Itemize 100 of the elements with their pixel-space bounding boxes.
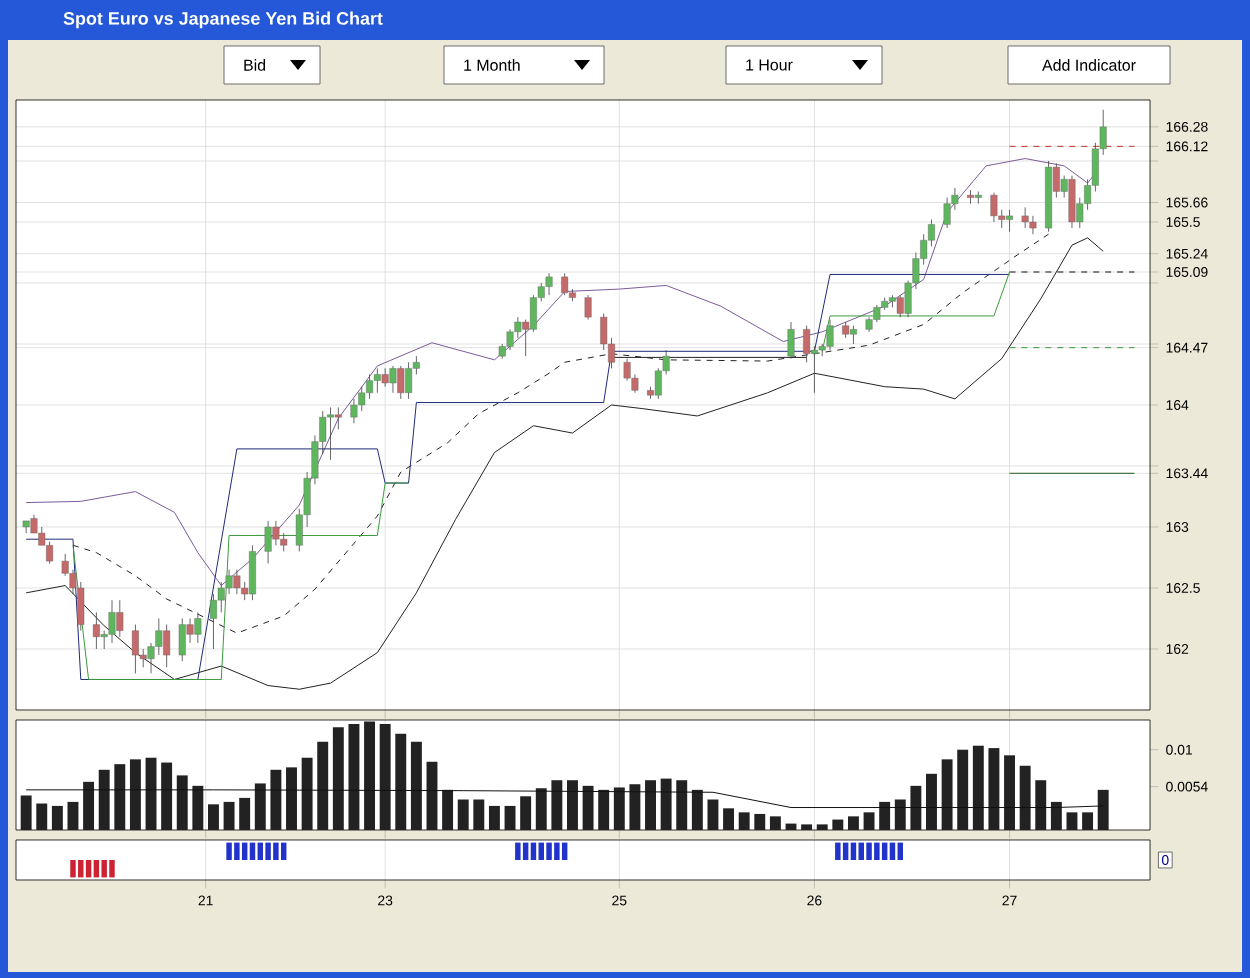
bar xyxy=(317,741,329,830)
candlestick xyxy=(194,611,202,644)
candlestick xyxy=(272,520,280,546)
candlestick xyxy=(1021,206,1029,229)
bar xyxy=(488,805,500,830)
line-series xyxy=(25,789,1104,809)
bar xyxy=(223,801,235,830)
candlestick xyxy=(389,365,397,394)
bar xyxy=(988,748,1000,830)
candlestick xyxy=(967,189,974,205)
candlestick xyxy=(397,365,405,400)
candlestick xyxy=(381,367,389,388)
bar xyxy=(286,767,297,830)
bar xyxy=(457,799,469,830)
bar xyxy=(442,789,454,830)
candlestick xyxy=(561,272,569,296)
bar xyxy=(660,778,672,830)
bar xyxy=(129,759,141,830)
bar xyxy=(20,795,32,830)
bar xyxy=(379,724,391,830)
bar xyxy=(504,805,516,830)
candlestick xyxy=(249,544,256,601)
bar xyxy=(473,799,485,830)
bar xyxy=(535,788,547,830)
candlestick xyxy=(366,374,374,400)
candlestick xyxy=(131,624,139,674)
candlestick xyxy=(116,599,124,638)
bar xyxy=(1019,765,1031,830)
bar xyxy=(254,783,266,830)
bar xyxy=(707,799,719,830)
bar xyxy=(1004,755,1015,830)
candlestick xyxy=(1006,209,1013,233)
bar xyxy=(598,789,610,830)
bar xyxy=(114,764,126,830)
candlestick xyxy=(163,624,171,668)
candlestick xyxy=(22,520,30,534)
bar xyxy=(723,808,735,830)
bar xyxy=(847,816,859,830)
line-series xyxy=(25,273,1011,680)
bar xyxy=(36,803,48,830)
candlestick xyxy=(826,319,834,351)
candlestick xyxy=(974,191,982,205)
bar xyxy=(816,824,828,830)
bar xyxy=(691,789,703,830)
bar xyxy=(1035,780,1047,830)
bar xyxy=(67,801,79,830)
bar xyxy=(645,780,656,830)
candlestick xyxy=(334,407,342,430)
bar xyxy=(192,785,204,830)
bar xyxy=(207,804,219,830)
bar xyxy=(754,813,766,830)
candlestick xyxy=(405,361,413,400)
candlestick xyxy=(264,520,272,564)
bar xyxy=(1050,801,1062,830)
bar xyxy=(941,759,953,830)
bar xyxy=(410,741,422,830)
bar xyxy=(894,799,906,830)
bar xyxy=(332,727,344,830)
bar xyxy=(910,785,922,830)
bar xyxy=(567,780,578,830)
bar xyxy=(395,733,407,830)
bar xyxy=(348,724,360,830)
bar xyxy=(972,745,984,830)
bar xyxy=(51,805,63,830)
bar xyxy=(863,812,875,830)
bar xyxy=(98,769,110,830)
bar xyxy=(364,721,376,830)
candlestick xyxy=(92,611,100,650)
bar xyxy=(926,773,937,830)
bar xyxy=(676,780,688,830)
candlestick xyxy=(990,192,998,223)
bar xyxy=(426,761,438,830)
candlestick xyxy=(1068,175,1076,229)
bar xyxy=(551,780,563,830)
candlestick xyxy=(233,569,241,595)
bar xyxy=(1066,812,1078,830)
bar xyxy=(239,797,251,830)
bar xyxy=(801,824,813,830)
bar xyxy=(582,785,594,830)
bar xyxy=(1097,789,1109,830)
candlestick xyxy=(373,367,381,394)
bar xyxy=(629,784,641,830)
chart-title: Spot Euro vs Japanese Yen Bid Chart xyxy=(63,11,383,29)
line-series xyxy=(72,482,410,680)
bar xyxy=(832,819,844,830)
bar xyxy=(957,749,969,830)
candlestick xyxy=(584,294,592,320)
bar xyxy=(1082,812,1094,830)
bar xyxy=(83,781,95,830)
candlestick xyxy=(787,321,795,360)
bar xyxy=(270,769,282,830)
bar xyxy=(301,757,313,830)
candlestick xyxy=(1029,215,1037,235)
bar xyxy=(520,796,532,830)
candlestick xyxy=(545,272,553,296)
candlestick xyxy=(327,407,334,461)
bar xyxy=(161,762,173,830)
bar xyxy=(769,816,781,830)
bar xyxy=(738,812,750,830)
line-series xyxy=(25,237,1104,690)
